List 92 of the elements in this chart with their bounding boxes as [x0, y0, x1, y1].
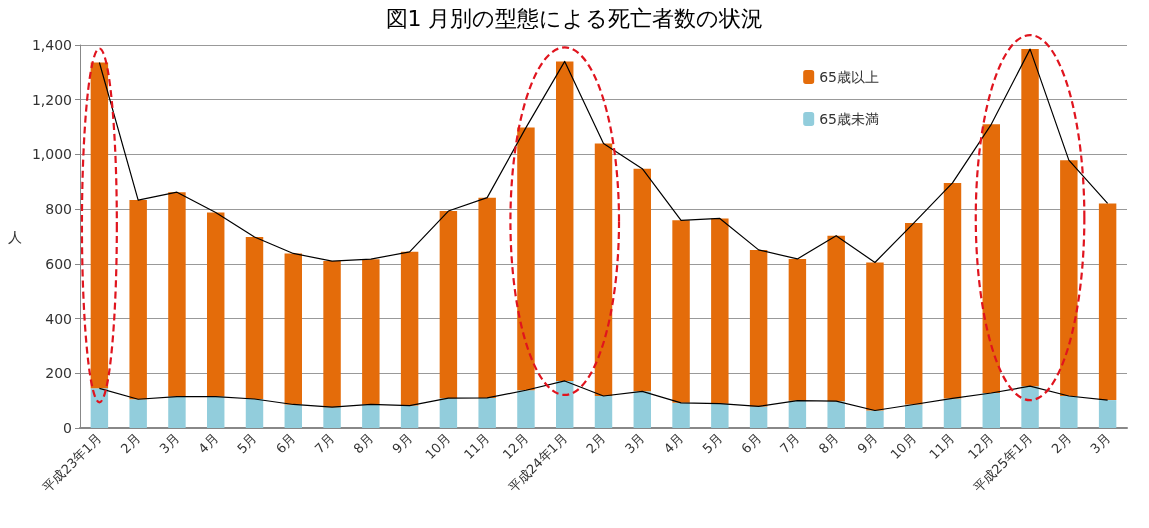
bar	[672, 402, 690, 428]
x-tick-label: 11月	[460, 430, 493, 463]
bar	[672, 220, 690, 403]
legend-label: 65歳以上	[819, 69, 880, 85]
bar	[517, 390, 535, 428]
legend-label: 65歳未満	[819, 111, 880, 127]
bar	[129, 399, 147, 428]
x-tick-label: 10月	[422, 430, 454, 463]
bar	[1021, 49, 1039, 387]
bar	[168, 192, 186, 397]
x-tick-label: 8月	[815, 430, 842, 457]
x-tick-label: 2月	[1048, 430, 1075, 457]
bar	[1060, 395, 1078, 428]
x-tick-label: 4月	[195, 430, 222, 457]
bar	[982, 124, 1000, 393]
y-tick-label: 600	[45, 255, 72, 272]
y-axis-title: 人	[8, 228, 22, 245]
bar	[827, 235, 845, 402]
bar	[749, 249, 768, 407]
bar	[711, 403, 729, 428]
bar	[323, 261, 341, 408]
bar	[362, 404, 380, 428]
bar	[866, 262, 884, 411]
bar	[90, 62, 109, 389]
bar	[90, 388, 109, 428]
x-tick-label: 5月	[234, 430, 260, 457]
x-tick-label: 8月	[350, 430, 377, 457]
bar	[129, 200, 147, 400]
x-tick-label: 9月	[854, 430, 881, 457]
bar	[633, 168, 651, 392]
y-tick-label: 1,000	[31, 146, 72, 163]
bar	[905, 404, 923, 428]
bar	[478, 197, 496, 398]
bar	[1098, 400, 1117, 428]
bar	[1021, 386, 1039, 428]
bar	[633, 391, 651, 428]
bar	[439, 398, 458, 428]
bar	[594, 143, 613, 396]
y-tick-label: 200	[45, 365, 72, 382]
bar	[439, 211, 458, 399]
bar	[284, 404, 302, 428]
x-tick-label: 5月	[699, 430, 726, 457]
bar	[905, 223, 923, 405]
bar	[788, 258, 807, 401]
bar	[1098, 203, 1117, 401]
chart-title: 図1 月別の型態による死亡者数の状況	[385, 5, 764, 31]
bar	[556, 61, 574, 381]
y-tick-label: 0	[63, 420, 72, 436]
bar	[207, 396, 225, 428]
bar	[943, 182, 962, 399]
bar	[400, 405, 419, 428]
x-tick-label: 2月	[117, 430, 144, 457]
bar	[517, 127, 535, 391]
bar	[168, 396, 186, 428]
bar	[749, 406, 768, 428]
line-series	[98, 48, 1109, 264]
x-tick-label: 10月	[887, 430, 920, 463]
bar	[207, 212, 225, 397]
x-tick-label: 12月	[499, 430, 532, 463]
x-tick-label: 9月	[389, 430, 415, 457]
y-tick-label: 1,200	[31, 91, 72, 108]
bar	[556, 380, 574, 428]
y-tick-label: 1,400	[31, 37, 72, 53]
x-tick-label: 7月	[311, 430, 338, 457]
x-tick-label: 6月	[738, 430, 764, 457]
bar	[400, 251, 419, 406]
x-tick-label: 12月	[965, 430, 997, 463]
bar	[866, 410, 884, 428]
x-tick-label: 11月	[926, 430, 958, 463]
bar	[594, 395, 613, 428]
bar	[323, 407, 341, 428]
y-tick-label: 400	[45, 310, 72, 327]
bar	[478, 397, 496, 428]
x-tick-label: 6月	[272, 430, 299, 457]
bar	[788, 400, 807, 428]
x-tick-label: 7月	[777, 430, 803, 457]
x-tick-label: 2月	[583, 430, 609, 457]
bar	[1060, 160, 1078, 396]
y-tick-label: 800	[45, 201, 72, 218]
bar	[245, 237, 264, 399]
bar	[711, 218, 729, 404]
x-tick-label: 3月	[156, 430, 183, 457]
line-series	[98, 380, 1109, 412]
x-tick-label: 3月	[1087, 430, 1113, 457]
bar	[982, 392, 1000, 428]
bar	[284, 253, 302, 405]
bar	[362, 259, 380, 405]
x-tick-label: 3月	[621, 430, 648, 457]
bar	[827, 401, 845, 428]
x-tick-label: 4月	[660, 430, 687, 457]
bar	[943, 398, 962, 428]
bar	[245, 399, 264, 428]
